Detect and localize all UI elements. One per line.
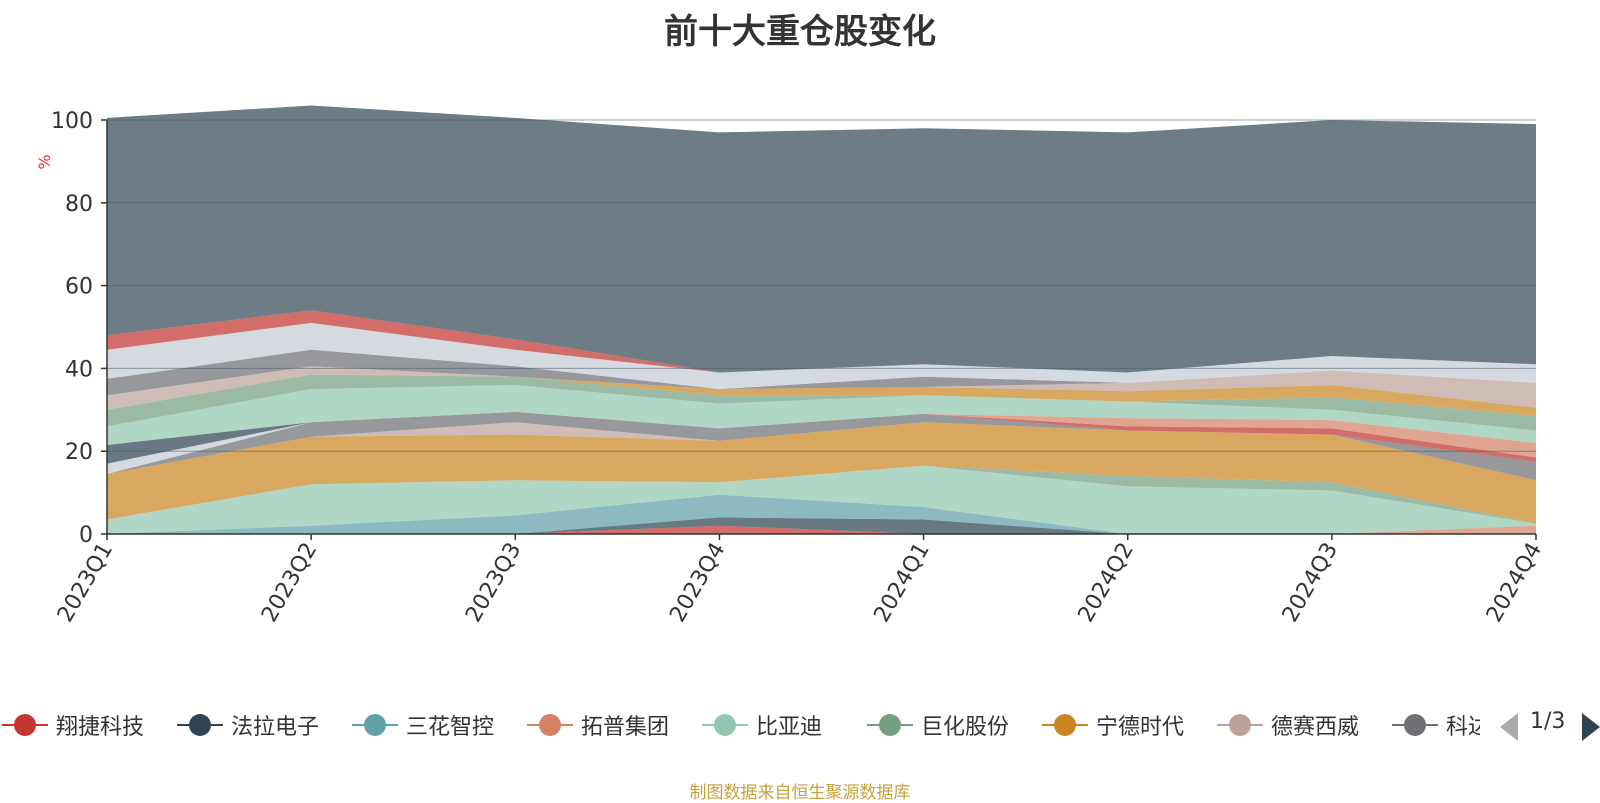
x-tick-label: 2024Q3 [1278,539,1343,627]
area-series-15 [107,385,1536,445]
x-tick-label: 2024Q2 [1074,539,1139,627]
y-tick-label: 40 [65,357,93,382]
area-series-2 [107,517,1536,534]
y-tick-label: 20 [65,440,93,465]
x-tick-label: 2023Q1 [53,539,118,627]
area-series-layer [107,105,1536,534]
legend-marker-icon [700,710,750,740]
legend-marker-icon [1215,710,1265,740]
legend-pager: 1/3 [1500,705,1600,745]
area-series-6 [107,465,1536,524]
area-series-14 [107,411,1536,458]
legend-next-icon[interactable] [1582,713,1600,741]
area-series-5 [107,465,1536,534]
legend-marker-icon [1040,710,1090,740]
legend-item[interactable]: 科达利 [1390,705,1480,745]
y-tick-label: 80 [65,192,93,217]
x-tick-label: 2023Q3 [461,539,526,627]
legend-item[interactable]: 翔捷科技 [0,705,144,745]
legend-marker-icon [525,710,575,740]
x-tick-label: 2024Q4 [1482,539,1547,627]
legend-item[interactable]: 拓普集团 [525,705,669,745]
legend-page-indicator: 1/3 [1530,709,1566,734]
legend-items: 翔捷科技 法拉电子 三花智控 拓普集团 比亚迪 巨化股份 宁德时代 德赛西威 科达利 [0,705,1480,745]
y-tick-label: 0 [79,523,93,548]
legend-label: 比亚迪 [756,715,823,740]
legend-label: 巨化股份 [921,715,1010,740]
area-series-3 [107,494,1536,534]
legend: 翔捷科技 法拉电子 三花智控 拓普集团 比亚迪 巨化股份 宁德时代 德赛西威 科达利 1/3 [0,705,1600,745]
x-tick-label: 2023Q2 [257,539,322,627]
legend-label: 德赛西威 [1271,715,1360,740]
legend-label: 宁德时代 [1096,715,1185,740]
source-footnote: 制图数据来自恒生聚源数据库 [689,783,911,803]
legend-label: 翔捷科技 [56,715,145,740]
y-tick-label: 100 [51,109,93,134]
area-series-19 [107,349,1536,396]
chart-area: 0 20 40 60 80 100 2023Q1 2023Q2 2023Q3 2023Q4 2024… [35,105,1547,627]
legend-marker-icon [175,710,225,740]
legend-label: 三花智控 [406,715,495,740]
legend-label: 法拉电子 [231,715,320,740]
legend-item[interactable]: 德赛西威 [1215,705,1359,745]
legend-label: 拓普集团 [581,715,670,740]
y-tick-label: 60 [65,275,93,300]
legend-item[interactable]: 比亚迪 [700,705,822,745]
legend-item[interactable]: 巨化股份 [865,705,1009,745]
area-series-7 [107,422,1536,524]
y-axis-label: % [35,154,54,169]
legend-marker-icon [865,710,915,740]
area-series-20 [107,322,1536,390]
legend-label: 科达利 [1446,715,1480,740]
legend-prev-icon[interactable] [1500,713,1518,741]
area-series-1 [107,525,1536,534]
legend-marker-icon [1390,710,1440,740]
chart-title: 前十大重仓股变化 [664,12,936,52]
area-series-22 [107,105,1536,373]
area-series-9 [107,411,1536,481]
legend-item[interactable]: 三花智控 [350,705,494,745]
x-tick-label: 2024Q1 [869,539,934,627]
x-tick-label: 2023Q4 [665,539,730,627]
legend-marker-icon [350,710,400,740]
legend-marker-icon [0,710,50,740]
legend-item[interactable]: 宁德时代 [1040,705,1184,745]
legend-item[interactable]: 法拉电子 [175,705,319,745]
area-series-17 [107,374,1536,416]
area-series-16 [107,374,1536,431]
